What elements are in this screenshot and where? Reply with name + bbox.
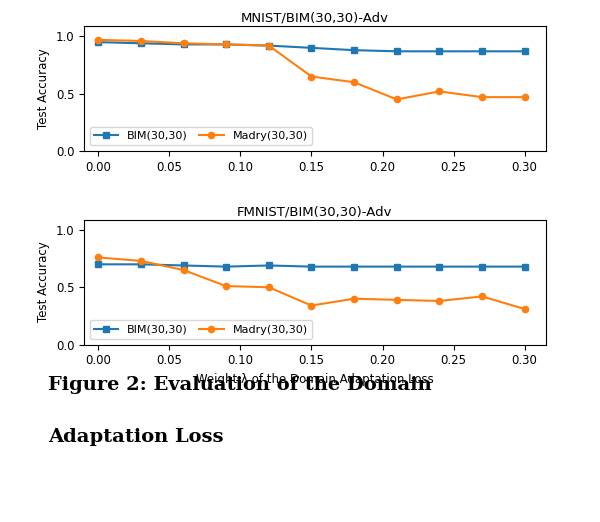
Madry(30,30) bbox=[350, 295, 358, 302]
BIM(30,30) bbox=[436, 48, 443, 54]
BIM(30,30) bbox=[265, 42, 272, 49]
BIM(30,30) bbox=[180, 263, 187, 269]
BIM(30,30) bbox=[137, 261, 145, 267]
BIM(30,30) bbox=[436, 264, 443, 270]
Madry(30,30) bbox=[137, 38, 145, 44]
Madry(30,30) bbox=[223, 283, 230, 289]
BIM(30,30) bbox=[478, 48, 485, 54]
BIM(30,30) bbox=[95, 39, 102, 45]
BIM(30,30) bbox=[223, 264, 230, 270]
Y-axis label: Test Accuracy: Test Accuracy bbox=[37, 48, 50, 129]
Madry(30,30) bbox=[308, 74, 315, 80]
BIM(30,30) bbox=[350, 264, 358, 270]
Title: MNIST/BIM(30,30)-Adv: MNIST/BIM(30,30)-Adv bbox=[241, 12, 389, 25]
BIM(30,30) bbox=[308, 264, 315, 270]
BIM(30,30) bbox=[223, 41, 230, 48]
Line: Madry(30,30): Madry(30,30) bbox=[95, 254, 528, 312]
Text: Adaptation Loss: Adaptation Loss bbox=[48, 428, 223, 446]
BIM(30,30) bbox=[393, 48, 400, 54]
BIM(30,30) bbox=[137, 40, 145, 46]
BIM(30,30) bbox=[308, 45, 315, 51]
Y-axis label: Test Accuracy: Test Accuracy bbox=[37, 242, 50, 323]
BIM(30,30) bbox=[180, 41, 187, 48]
Madry(30,30) bbox=[137, 258, 145, 264]
Madry(30,30) bbox=[265, 284, 272, 290]
Madry(30,30) bbox=[393, 96, 400, 102]
BIM(30,30) bbox=[478, 264, 485, 270]
Madry(30,30) bbox=[521, 306, 528, 312]
Legend: BIM(30,30), Madry(30,30): BIM(30,30), Madry(30,30) bbox=[89, 126, 312, 146]
BIM(30,30) bbox=[265, 263, 272, 269]
BIM(30,30) bbox=[521, 48, 528, 54]
Madry(30,30) bbox=[478, 94, 485, 100]
Madry(30,30) bbox=[308, 302, 315, 309]
Madry(30,30) bbox=[180, 40, 187, 46]
Madry(30,30) bbox=[521, 94, 528, 100]
Madry(30,30) bbox=[95, 37, 102, 43]
X-axis label: Weight λ of the Domain Adaptation Loss: Weight λ of the Domain Adaptation Loss bbox=[196, 373, 434, 386]
Madry(30,30) bbox=[223, 41, 230, 48]
Madry(30,30) bbox=[180, 267, 187, 273]
Line: BIM(30,30): BIM(30,30) bbox=[95, 39, 528, 54]
Madry(30,30) bbox=[265, 42, 272, 49]
Madry(30,30) bbox=[436, 88, 443, 94]
Madry(30,30) bbox=[393, 296, 400, 303]
BIM(30,30) bbox=[393, 264, 400, 270]
Line: BIM(30,30): BIM(30,30) bbox=[95, 261, 528, 270]
BIM(30,30) bbox=[350, 47, 358, 53]
Madry(30,30) bbox=[478, 293, 485, 300]
Madry(30,30) bbox=[436, 298, 443, 304]
Madry(30,30) bbox=[95, 254, 102, 260]
Line: Madry(30,30): Madry(30,30) bbox=[95, 37, 528, 102]
Title: FMNIST/BIM(30,30)-Adv: FMNIST/BIM(30,30)-Adv bbox=[237, 206, 393, 219]
BIM(30,30) bbox=[95, 261, 102, 267]
Madry(30,30) bbox=[350, 79, 358, 86]
BIM(30,30) bbox=[521, 264, 528, 270]
Legend: BIM(30,30), Madry(30,30): BIM(30,30), Madry(30,30) bbox=[89, 320, 312, 339]
Text: Figure 2: Evaluation of the Domain: Figure 2: Evaluation of the Domain bbox=[48, 376, 432, 394]
